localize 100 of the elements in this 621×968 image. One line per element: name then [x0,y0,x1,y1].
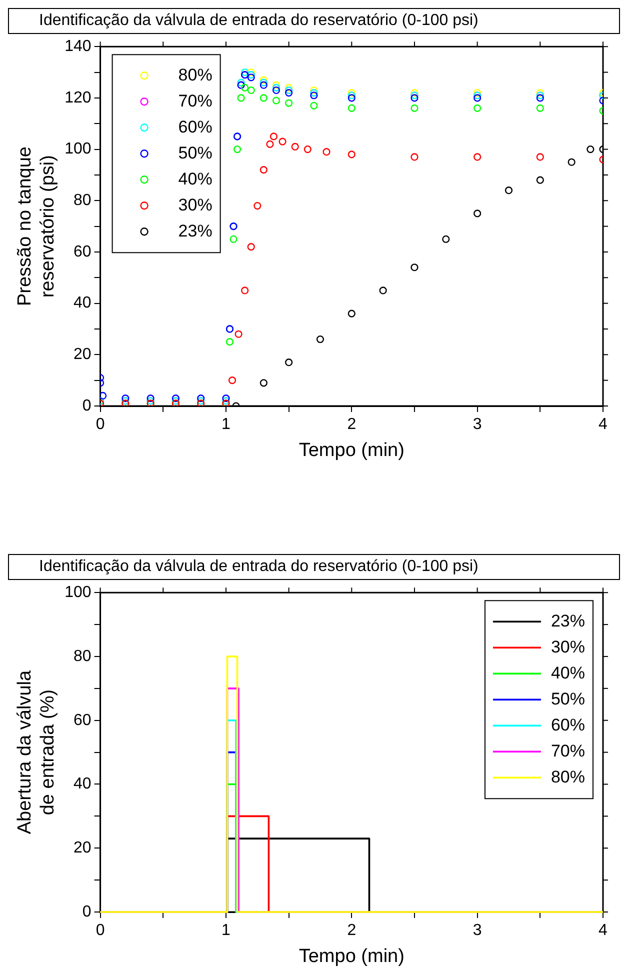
point [285,84,293,92]
point [285,358,293,366]
point [536,153,544,161]
legend-label: 30% [178,195,212,214]
point [146,394,154,402]
legend-label: 70% [178,91,212,110]
y-tick-label: 80 [74,648,92,665]
point [348,150,356,158]
point [536,104,544,112]
y-tick-label: 80 [74,192,92,210]
legend-label: 60% [178,117,212,136]
point [285,89,293,97]
point [226,338,234,346]
point [536,176,544,184]
point [233,145,242,154]
legend-label: 50% [178,143,212,162]
legend-label: 80% [178,65,212,84]
point [197,394,205,402]
point [122,394,130,402]
point [222,394,230,402]
point [237,94,245,102]
point [442,235,450,243]
point [291,142,299,151]
point [504,186,513,194]
y-tick-label: 40 [74,776,92,793]
point [348,89,356,97]
point [474,94,482,102]
x-tick-label: 4 [598,922,608,940]
point [474,104,482,112]
point [260,76,268,84]
point [310,102,318,110]
legend-label: 80% [550,767,586,786]
legend-label: 30% [550,637,586,656]
x-tick-label: 2 [347,416,356,434]
point [247,243,255,251]
point [536,94,544,102]
legend-label: 50% [550,689,586,708]
point [228,376,236,384]
point [260,94,268,102]
y-tick-label: 100 [64,584,92,602]
point [536,89,544,97]
y-tick-label: 40 [74,294,92,312]
legend-label: 23% [550,611,586,630]
point [586,145,594,154]
y-tick-label: 0 [82,397,92,414]
point [247,74,255,82]
point [241,286,249,294]
x-tick-label: 0 [96,922,105,940]
x-tick-label: 0 [96,416,105,434]
point [410,89,418,97]
point [410,153,418,161]
chart-title: Identificação da válvula de entrada do reservatório (0-100 psi) [8,554,620,580]
legend-label: 70% [550,741,586,760]
x-tick-label: 3 [472,922,482,940]
y-tick-label: 60 [74,243,92,260]
point [322,148,330,156]
y-tick-label: 0 [82,903,92,920]
point [260,81,268,89]
point [266,140,274,148]
x-axis-title: Tempo (min) [298,440,404,461]
point [410,264,418,272]
legend-label: 40% [178,169,212,188]
y-axis-title: Pressão no tanque reservatório (psi) [14,146,58,306]
x-tick-label: 4 [598,416,608,434]
legend-label: 40% [550,663,586,682]
point [272,81,280,89]
point [260,379,268,387]
point [474,153,482,161]
y-tick-label: 20 [74,346,92,364]
y-tick-label: 120 [64,89,92,106]
point [230,235,238,243]
point [285,99,293,107]
x-tick-label: 1 [222,922,231,940]
y-tick-label: 140 [64,38,92,56]
point [310,92,318,100]
chart-title: Identificação da válvula de entrada do reservatório (0-100 psi) [8,8,620,34]
point [310,86,318,94]
x-tick-label: 1 [222,416,231,434]
point [234,330,242,338]
point [278,138,286,146]
point [568,158,576,166]
point [247,68,255,76]
point [172,394,180,402]
point [270,132,278,140]
x-tick-label: 3 [472,416,482,434]
point [260,166,268,174]
y-tick-label: 100 [64,140,92,158]
point [348,94,356,102]
point [410,104,418,112]
x-tick-label: 2 [347,922,356,940]
y-axis-title: Abertura da válvula de entrada (%) [14,670,58,834]
point [379,286,387,294]
point [272,86,280,94]
point [316,335,324,344]
y-tick-label: 60 [74,712,92,729]
point [474,89,482,97]
y-tick-label: 20 [74,840,92,857]
point [304,145,312,154]
point [100,392,107,400]
point [247,86,255,94]
